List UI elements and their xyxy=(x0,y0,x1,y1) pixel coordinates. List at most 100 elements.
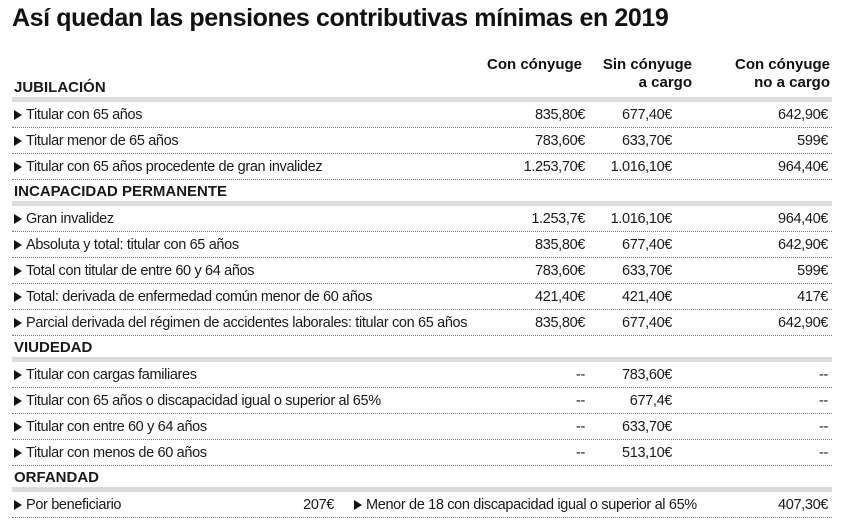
value-sin-conyuge: 633,70€ xyxy=(622,419,672,435)
value-sin-conyuge: 633,70€ xyxy=(622,263,672,279)
bullet-triangle-icon xyxy=(14,422,22,432)
bullet-triangle-icon xyxy=(14,292,22,302)
bullet-triangle-icon xyxy=(14,240,22,250)
column-header-con-conyuge-no-a-cargo: Con cónyuge no a cargo xyxy=(720,56,830,92)
bullet-triangle-icon xyxy=(14,162,22,172)
page-title: Así quedan las pensiones contributivas m… xyxy=(12,4,669,32)
row-label-text: Total con titular de entre 60 y 64 años xyxy=(26,263,255,279)
table-row: Titular con menos de 60 años -- 513,10€ … xyxy=(12,440,832,466)
bullet-triangle-icon xyxy=(14,448,22,458)
header-line: Con cónyuge xyxy=(487,56,583,73)
value-con-conyuge: -- xyxy=(576,419,585,435)
row-label: Titular menor de 65 años xyxy=(12,128,509,154)
table-row: Por beneficiario 207€ Menor de 18 con di… xyxy=(12,492,832,518)
value-con-conyuge-no-a-cargo: 964,40€ xyxy=(778,211,828,227)
section-header: INCAPACIDAD PERMANENTE xyxy=(12,180,832,206)
header-line: no a cargo xyxy=(754,74,830,91)
row-label-text: Titular con cargas familiares xyxy=(26,367,197,383)
value-con-conyuge-no-a-cargo: 964,40€ xyxy=(778,159,828,175)
section-header: ORFANDAD xyxy=(12,466,832,492)
value: 207€ xyxy=(303,497,334,513)
value: 407,30€ xyxy=(778,497,828,513)
value-con-conyuge: 835,80€ xyxy=(535,315,585,331)
value-con-conyuge: 835,80€ xyxy=(535,107,585,123)
bullet-triangle-icon xyxy=(14,318,22,328)
bullet-triangle-icon xyxy=(354,500,362,510)
value-sin-conyuge: 677,4€ xyxy=(629,393,673,409)
row-label-text: Por beneficiario xyxy=(26,497,122,513)
value-con-conyuge-no-a-cargo: 599€ xyxy=(797,263,828,279)
value-sin-conyuge: 677,40€ xyxy=(622,315,672,331)
row-label: Titular con 65 años procedente de gran i… xyxy=(12,154,509,180)
value-sin-conyuge: 513,10€ xyxy=(622,445,672,461)
table-row: Absoluta y total: titular con 65 años 83… xyxy=(12,232,832,258)
table-row: Titular con 65 años procedente de gran i… xyxy=(12,154,832,180)
value-con-conyuge: -- xyxy=(576,367,585,383)
value-con-conyuge: -- xyxy=(576,445,585,461)
header-line: Con cónyuge xyxy=(734,56,830,73)
value-con-conyuge: 783,60€ xyxy=(535,263,585,279)
value-sin-conyuge: 633,70€ xyxy=(622,133,672,149)
row-label-text: Menor de 18 con discapacidad igual o sup… xyxy=(366,497,697,513)
table-row: Titular con cargas familiares -- 783,60€… xyxy=(12,362,832,388)
row-label-text: Titular con entre 60 y 64 años xyxy=(26,419,207,435)
row-label-text: Titular menor de 65 años xyxy=(26,133,179,149)
value-con-conyuge: 835,80€ xyxy=(535,237,585,253)
value-con-conyuge: 1.253,7€ xyxy=(531,211,585,227)
table-row: Gran invalidez 1.253,7€ 1.016,10€ 964,40… xyxy=(12,206,832,232)
value-con-conyuge: -- xyxy=(576,393,585,409)
bullet-triangle-icon xyxy=(14,500,22,510)
row-label: Absoluta y total: titular con 65 años xyxy=(12,232,509,258)
row-label: Parcial derivada del régimen de accident… xyxy=(12,310,509,336)
bullet-triangle-icon xyxy=(14,214,22,224)
value-con-conyuge-no-a-cargo: -- xyxy=(819,367,828,383)
row-label: Titular con entre 60 y 64 años xyxy=(12,414,509,440)
pensions-table: JUBILACIÓN Titular con 65 años 835,80€ 6… xyxy=(12,76,832,518)
value-con-conyuge-no-a-cargo: -- xyxy=(819,445,828,461)
column-header-sin-conyuge: Sin cónyuge a cargo xyxy=(600,56,692,92)
row-label-text: Total: derivada de enfermedad común meno… xyxy=(26,289,373,305)
value-con-conyuge-no-a-cargo: -- xyxy=(819,393,828,409)
value-sin-conyuge: 421,40€ xyxy=(622,289,672,305)
bullet-triangle-icon xyxy=(14,110,22,120)
bullet-triangle-icon xyxy=(14,370,22,380)
row-label-text: Titular con 65 años procedente de gran i… xyxy=(26,159,323,175)
table-row: Titular con entre 60 y 64 años -- 633,70… xyxy=(12,414,832,440)
row-label: Por beneficiario xyxy=(12,492,242,518)
value-con-conyuge-no-a-cargo: 599€ xyxy=(797,133,828,149)
row-label: Titular con cargas familiares xyxy=(12,362,509,388)
row-label: Titular con 65 años xyxy=(12,102,509,128)
row-label-text: Titular con 65 años xyxy=(26,107,143,123)
value-con-conyuge-no-a-cargo: 642,90€ xyxy=(778,315,828,331)
row-label-text: Absoluta y total: titular con 65 años xyxy=(26,237,239,253)
value-sin-conyuge: 1.016,10€ xyxy=(610,159,673,175)
table-row: Total: derivada de enfermedad común meno… xyxy=(12,284,832,310)
row-label: Titular con 65 años o discapacidad igual… xyxy=(12,388,509,414)
bullet-triangle-icon xyxy=(14,396,22,406)
row-label-text: Gran invalidez xyxy=(26,211,114,227)
section-header: JUBILACIÓN xyxy=(12,76,832,102)
table-row: Titular con 65 años 835,80€ 677,40€ 642,… xyxy=(12,102,832,128)
value-con-conyuge-no-a-cargo: -- xyxy=(819,419,828,435)
header-line: a cargo xyxy=(638,74,692,91)
bullet-triangle-icon xyxy=(14,266,22,276)
value-sin-conyuge: 1.016,10€ xyxy=(610,211,673,227)
row-label: Total: derivada de enfermedad común meno… xyxy=(12,284,509,310)
table-row: Parcial derivada del régimen de accident… xyxy=(12,310,832,336)
row-label: Titular con menos de 60 años xyxy=(12,440,509,466)
table-row: Total con titular de entre 60 y 64 años … xyxy=(12,258,832,284)
section-header: VIUDEDAD xyxy=(12,336,832,362)
value-con-conyuge: 1.253,70€ xyxy=(523,159,586,175)
row-label-text: Titular con 65 años o discapacidad igual… xyxy=(26,393,381,409)
header-line: Sin cónyuge xyxy=(602,56,692,73)
row-label-text: Parcial derivada del régimen de accident… xyxy=(26,315,468,331)
value-con-conyuge: 783,60€ xyxy=(535,133,585,149)
value-con-conyuge: 421,40€ xyxy=(535,289,585,305)
value-con-conyuge-no-a-cargo: 642,90€ xyxy=(778,107,828,123)
row-label: Menor de 18 con discapacidad igual o sup… xyxy=(338,492,742,518)
column-header-con-conyuge: Con cónyuge xyxy=(487,56,582,74)
value-con-conyuge-no-a-cargo: 642,90€ xyxy=(778,237,828,253)
table-row: Titular con 65 años o discapacidad igual… xyxy=(12,388,832,414)
table-row: Titular menor de 65 años 783,60€ 633,70€… xyxy=(12,128,832,154)
row-label-text: Titular con menos de 60 años xyxy=(26,445,207,461)
